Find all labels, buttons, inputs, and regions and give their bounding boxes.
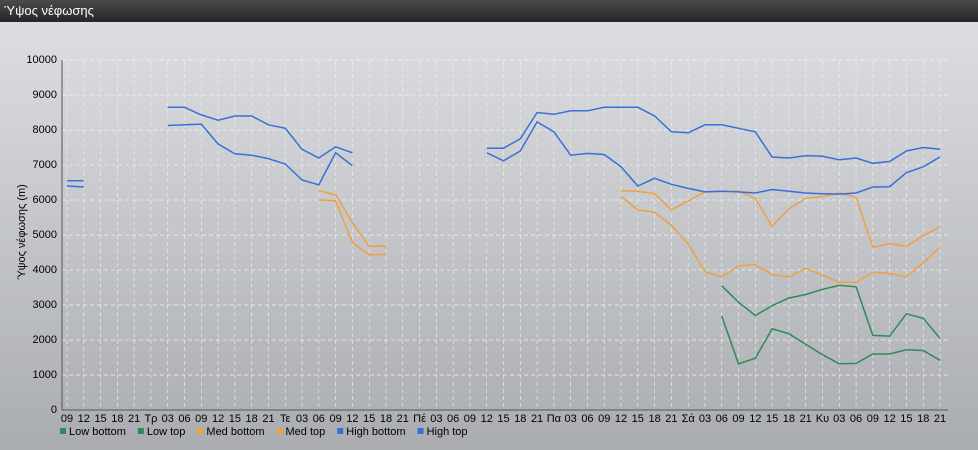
- x-tick-label: 12: [346, 413, 358, 425]
- legend-label: Med top: [286, 426, 326, 438]
- series-line: [721, 315, 941, 365]
- x-tick-label: 12: [615, 413, 627, 425]
- x-tick-label: 03: [565, 413, 577, 425]
- x-tick-label: 03: [833, 413, 845, 425]
- x-tick-label: 15: [497, 413, 509, 425]
- x-tick-label: 12: [481, 413, 493, 425]
- series-line: [67, 106, 941, 182]
- legend-label: High top: [427, 426, 468, 438]
- series-line: [721, 284, 941, 339]
- title-bar: Ύψος νέφωσης: [0, 0, 978, 22]
- legend-swatch: [197, 428, 204, 434]
- x-tick-label: 09: [464, 413, 476, 425]
- y-tick-label: 4000: [33, 264, 57, 276]
- y-tick-label: 0: [51, 404, 57, 416]
- y-tick-label: 10000: [26, 54, 57, 66]
- x-tick-label: 21: [128, 413, 140, 425]
- legend-swatch: [417, 428, 424, 434]
- x-tick-label: 03: [430, 413, 442, 425]
- x-tick-label: 18: [111, 413, 123, 425]
- y-axis-label: Ύψος νέφωσης (m): [16, 184, 28, 280]
- chart: Ύψος νέφωσης (m) 0 1000 2000 3000 4000 5000 60…: [0, 22, 978, 450]
- x-tick-label: 15: [632, 413, 644, 425]
- background: [0, 22, 978, 450]
- x-tick-label: 21: [800, 413, 812, 425]
- x-tick-label: 15: [766, 413, 778, 425]
- legend-swatch: [60, 428, 66, 434]
- legend-swatch: [337, 428, 344, 434]
- x-tick-label: 15: [363, 413, 375, 425]
- x-tick-label: 15: [900, 413, 912, 425]
- x-tick-label: 06: [581, 413, 593, 425]
- x-tick-label: 21: [934, 413, 946, 425]
- y-tick-label: 1000: [33, 369, 57, 381]
- x-tick-label: Τε: [280, 413, 291, 425]
- x-tick-label: 18: [246, 413, 258, 425]
- x-tick-label: Πα: [547, 413, 562, 425]
- x-tick-label: 12: [749, 413, 761, 425]
- x-tick-label: 15: [229, 413, 241, 425]
- x-tick-label: 21: [262, 413, 274, 425]
- y-tick-label: 9000: [33, 89, 57, 101]
- x-tick-label: 21: [531, 413, 543, 425]
- x-tick-label: 03: [162, 413, 174, 425]
- y-tick-label: 3000: [33, 299, 57, 311]
- y-tick-label: 8000: [33, 124, 57, 136]
- legend-swatch: [137, 428, 144, 434]
- x-tick-label: 06: [313, 413, 325, 425]
- y-tick-label: 5000: [33, 229, 57, 241]
- series-line: [318, 195, 941, 284]
- x-tick-label: 03: [296, 413, 308, 425]
- legend-label: Low bottom: [69, 426, 126, 438]
- x-tick-label: 06: [447, 413, 459, 425]
- y-tick-label: 7000: [33, 159, 57, 171]
- x-tick-label: 03: [699, 413, 711, 425]
- x-tick-label: 06: [716, 413, 728, 425]
- x-tick-label: 09: [61, 413, 73, 425]
- legend-swatch: [276, 428, 283, 434]
- legend-label: High bottom: [346, 426, 405, 438]
- x-tick-label: 12: [78, 413, 90, 425]
- x-tick-label: 21: [665, 413, 677, 425]
- series-line: [318, 189, 941, 249]
- x-tick-label: 09: [867, 413, 879, 425]
- x-tick-label: Τρ: [144, 413, 157, 425]
- x-tick-label: 15: [94, 413, 106, 425]
- x-tick-label: 18: [917, 413, 929, 425]
- y-tick-label: 6000: [33, 194, 57, 206]
- x-tick-label: 09: [195, 413, 207, 425]
- x-tick-label: 09: [329, 413, 341, 425]
- x-tick-label: 21: [397, 413, 409, 425]
- x-tick-label: 06: [850, 413, 862, 425]
- x-tick-label: 12: [212, 413, 224, 425]
- x-tick-label: 09: [732, 413, 744, 425]
- x-tick-label: 18: [380, 413, 392, 425]
- x-tick-label: Κυ: [816, 413, 829, 425]
- legend-label: Med bottom: [206, 426, 264, 438]
- x-tick-label: 09: [598, 413, 610, 425]
- x-tick-label: Πέ: [413, 413, 426, 425]
- x-tick-label: Σά: [682, 413, 696, 425]
- legend-label: Low top: [147, 426, 186, 438]
- series-line: [66, 120, 941, 195]
- x-tick-label: 06: [178, 413, 190, 425]
- x-tick-label: 18: [783, 413, 795, 425]
- x-tick-label: 18: [648, 413, 660, 425]
- x-tick-label: 12: [884, 413, 896, 425]
- x-tick-label: 18: [514, 413, 526, 425]
- y-tick-label: 2000: [33, 334, 57, 346]
